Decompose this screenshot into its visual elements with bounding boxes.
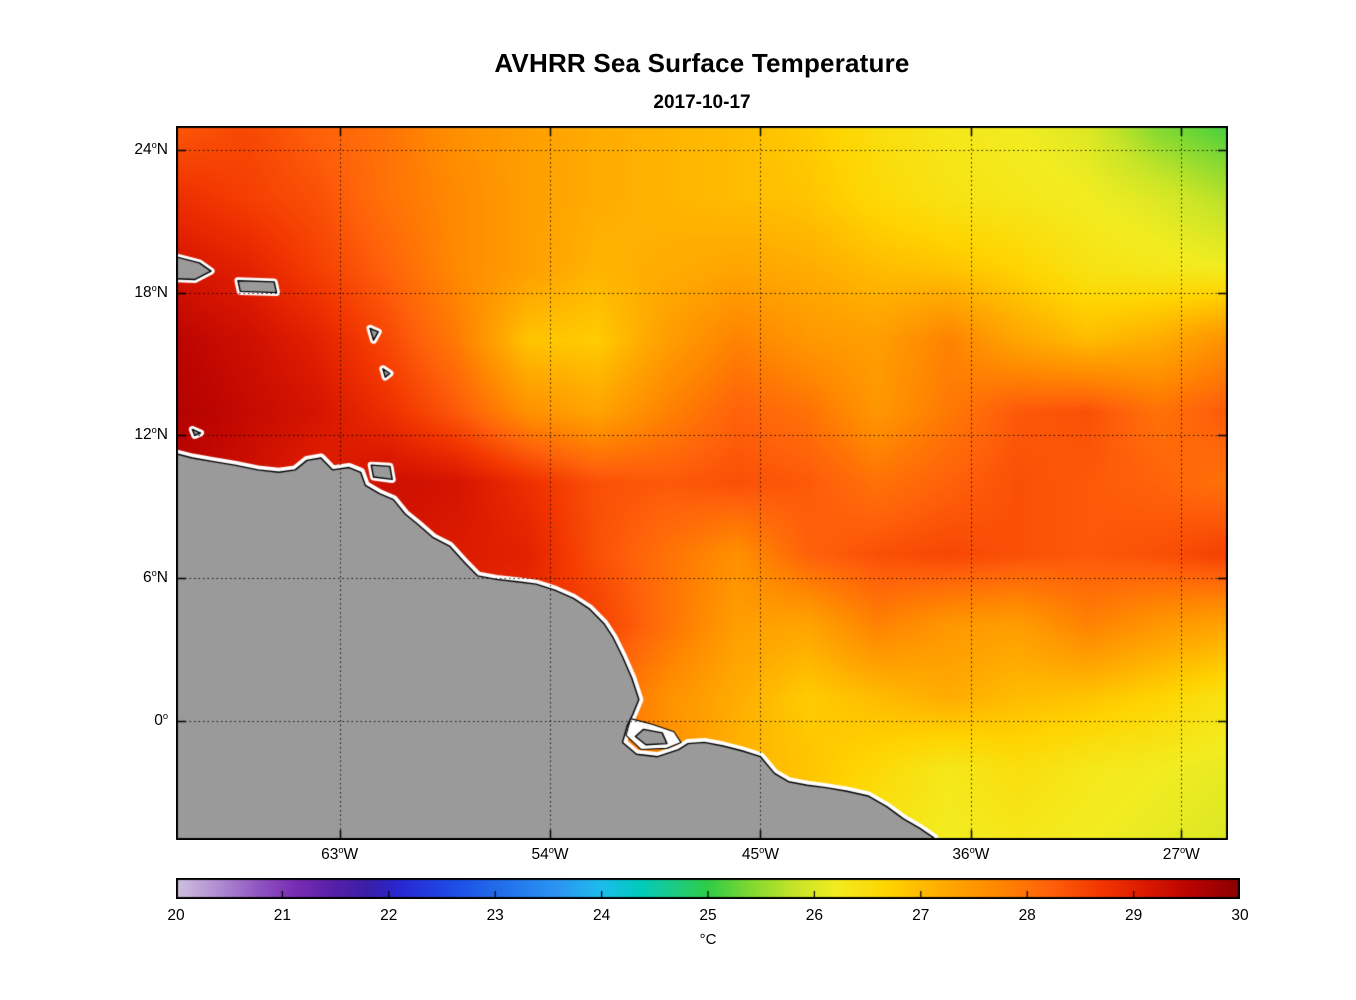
colorbar-tick-label: 30 bbox=[1231, 907, 1249, 924]
colorbar-gradient-canvas bbox=[176, 878, 1240, 899]
x-tick-label: 36oW bbox=[952, 844, 990, 863]
x-tick-label: 54oW bbox=[531, 844, 569, 863]
colorbar: 20 21 22 23 24 25 26 27 28 29 30 °C bbox=[167, 878, 1249, 958]
x-tick-label: 45oW bbox=[741, 844, 779, 863]
chart-title: AVHRR Sea Surface Temperature bbox=[494, 48, 910, 78]
colorbar-unit-label: °C bbox=[699, 931, 717, 948]
x-tick-label: 27oW bbox=[1162, 844, 1200, 863]
y-tick-label: 12oN bbox=[134, 425, 168, 444]
colorbar-tick-label: 20 bbox=[167, 907, 185, 924]
y-tick-label: 18oN bbox=[134, 282, 168, 301]
x-tick-label: 63oW bbox=[321, 844, 359, 863]
y-tick-label: 6oN bbox=[143, 568, 168, 587]
y-tick-label: 24oN bbox=[134, 139, 168, 158]
sst-map-canvas bbox=[176, 126, 1228, 840]
colorbar-tick-label: 25 bbox=[699, 907, 717, 924]
colorbar-tick-label: 29 bbox=[1124, 907, 1143, 924]
y-tick-label: 0o bbox=[154, 710, 168, 729]
colorbar-tick-label: 26 bbox=[805, 907, 824, 924]
colorbar-tick-label: 27 bbox=[912, 907, 930, 924]
chart-date-subtitle: 2017-10-17 bbox=[653, 92, 751, 113]
colorbar-tick-label: 21 bbox=[273, 907, 292, 924]
colorbar-tick-label: 22 bbox=[380, 907, 398, 924]
colorbar-tick-label: 23 bbox=[486, 907, 504, 924]
colorbar-tick-label: 28 bbox=[1018, 907, 1036, 924]
sst-map-plot: 63oW 54oW 45oW 36oW 27oW 24oN 18oN 12oN 6oN 0o bbox=[134, 126, 1228, 863]
colorbar-tick-label: 24 bbox=[592, 907, 611, 924]
